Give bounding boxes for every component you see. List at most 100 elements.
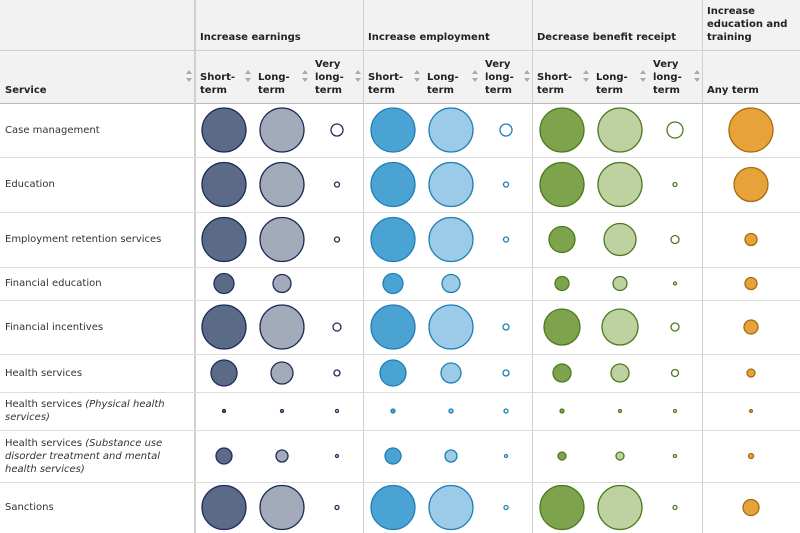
service-name: Sanctions xyxy=(5,482,190,533)
effect-bubble xyxy=(201,107,247,153)
subcolumn-header-text: Short-term xyxy=(200,72,236,96)
effect-bubble xyxy=(670,368,680,378)
effect-bubble xyxy=(259,107,305,153)
service-name: Health services (Substance use disorder … xyxy=(5,430,190,482)
service-label: Health services (Substance use disorder … xyxy=(5,437,190,476)
effect-bubble xyxy=(370,107,416,153)
service-label: Employment retention services xyxy=(5,233,161,246)
effect-bubble xyxy=(333,369,341,377)
subcolumn-header: Very long-term xyxy=(485,50,523,97)
effect-bubble xyxy=(384,447,402,465)
subcolumn-header: Long-term xyxy=(258,50,300,97)
group-header: Decrease benefit receipt xyxy=(537,0,697,44)
effect-bubble xyxy=(279,408,285,414)
effect-bubble xyxy=(334,453,340,459)
effect-bubble xyxy=(333,181,341,188)
sort-icon xyxy=(524,70,530,82)
service-label: Financial education xyxy=(5,277,102,290)
effect-bubble xyxy=(448,408,454,414)
effect-bubble xyxy=(334,408,340,414)
effect-bubble xyxy=(552,363,572,383)
subcolumn-header: Long-term xyxy=(427,50,469,97)
effect-bubble xyxy=(744,276,758,291)
effect-bubble xyxy=(603,222,637,257)
effect-bubble xyxy=(502,323,510,331)
subcolumn-header-text: Any term xyxy=(707,85,759,96)
effect-bubble xyxy=(672,181,678,188)
effect-bubble xyxy=(539,484,585,531)
group-header-text: Increase education and training xyxy=(707,6,788,43)
effect-bubble xyxy=(559,408,565,414)
effect-bubble xyxy=(210,359,238,387)
effect-bubble xyxy=(672,504,678,511)
effect-bubble xyxy=(672,281,678,286)
effect-bubble xyxy=(332,322,342,332)
effect-bubble xyxy=(503,504,509,511)
effect-bubble xyxy=(390,408,396,414)
effect-bubble xyxy=(499,123,513,137)
effect-bubble xyxy=(270,361,294,385)
subcolumn-header-text: Long-term xyxy=(258,72,290,96)
service-text: Case management xyxy=(5,124,100,136)
service-label: Health services (Physical health service… xyxy=(5,398,190,424)
service-header-text: Service xyxy=(5,85,47,96)
effect-bubble xyxy=(370,484,416,531)
effect-bubble xyxy=(275,449,289,463)
effect-bubble xyxy=(441,273,461,294)
effect-bubble xyxy=(610,363,630,383)
effect-bubble xyxy=(201,304,247,350)
effect-bubble xyxy=(666,121,684,139)
effect-bubble xyxy=(554,275,570,292)
effect-bubble xyxy=(259,484,305,531)
effect-bubble xyxy=(444,449,458,463)
effect-bubble xyxy=(612,275,628,292)
effect-bubble xyxy=(428,107,474,153)
service-name: Financial education xyxy=(5,267,190,300)
effect-bubble xyxy=(557,451,567,461)
sort-icon xyxy=(302,70,308,82)
effect-bubble xyxy=(370,304,416,350)
effect-bubble xyxy=(379,359,407,387)
group-header: Increase education and training xyxy=(707,0,795,44)
service-text: Sanctions xyxy=(5,502,54,513)
service-text: Health services xyxy=(5,367,83,379)
effect-bubble xyxy=(201,484,247,531)
effect-bubble xyxy=(428,216,474,263)
subcolumn-header-text: Very long-term xyxy=(485,59,514,96)
effect-bubble xyxy=(259,216,305,263)
subcolumn-header: Any term xyxy=(707,50,791,97)
service-name: Employment retention services xyxy=(5,212,190,267)
effect-bubble xyxy=(201,216,247,263)
effect-bubble xyxy=(428,484,474,531)
group-header-text: Decrease benefit receipt xyxy=(537,32,676,43)
service-text: Financial incentives xyxy=(5,321,104,333)
service-note: (Substance use disorder treatment and me… xyxy=(5,437,163,475)
group-header-text: Increase employment xyxy=(368,32,490,43)
effect-bubble xyxy=(733,166,769,203)
header-background xyxy=(0,0,800,103)
effect-bubble xyxy=(503,408,509,414)
service-note: (Physical health services) xyxy=(5,399,165,423)
effect-bubble xyxy=(597,484,643,531)
effect-bubble xyxy=(502,181,510,188)
effect-bubble xyxy=(382,272,404,295)
group-header: Increase earnings xyxy=(200,0,358,44)
sort-icon xyxy=(245,70,251,82)
effect-bubble xyxy=(746,368,756,378)
effect-bubble xyxy=(259,304,305,350)
sort-icon xyxy=(414,70,420,82)
service-name: Case management xyxy=(5,103,190,157)
service-label: Case management xyxy=(5,124,100,137)
subcolumn-header-text: Very long-term xyxy=(315,59,344,96)
effect-bubble xyxy=(742,498,760,517)
subcolumn-header: Very long-term xyxy=(653,50,693,97)
group-header-text: Increase earnings xyxy=(200,32,301,43)
service-label: Financial incentives xyxy=(5,321,103,334)
service-label: Education xyxy=(5,178,55,191)
effect-bubble xyxy=(221,408,227,414)
effect-bubble xyxy=(744,232,758,247)
effect-bubble xyxy=(670,322,680,332)
effect-bubble xyxy=(428,304,474,350)
